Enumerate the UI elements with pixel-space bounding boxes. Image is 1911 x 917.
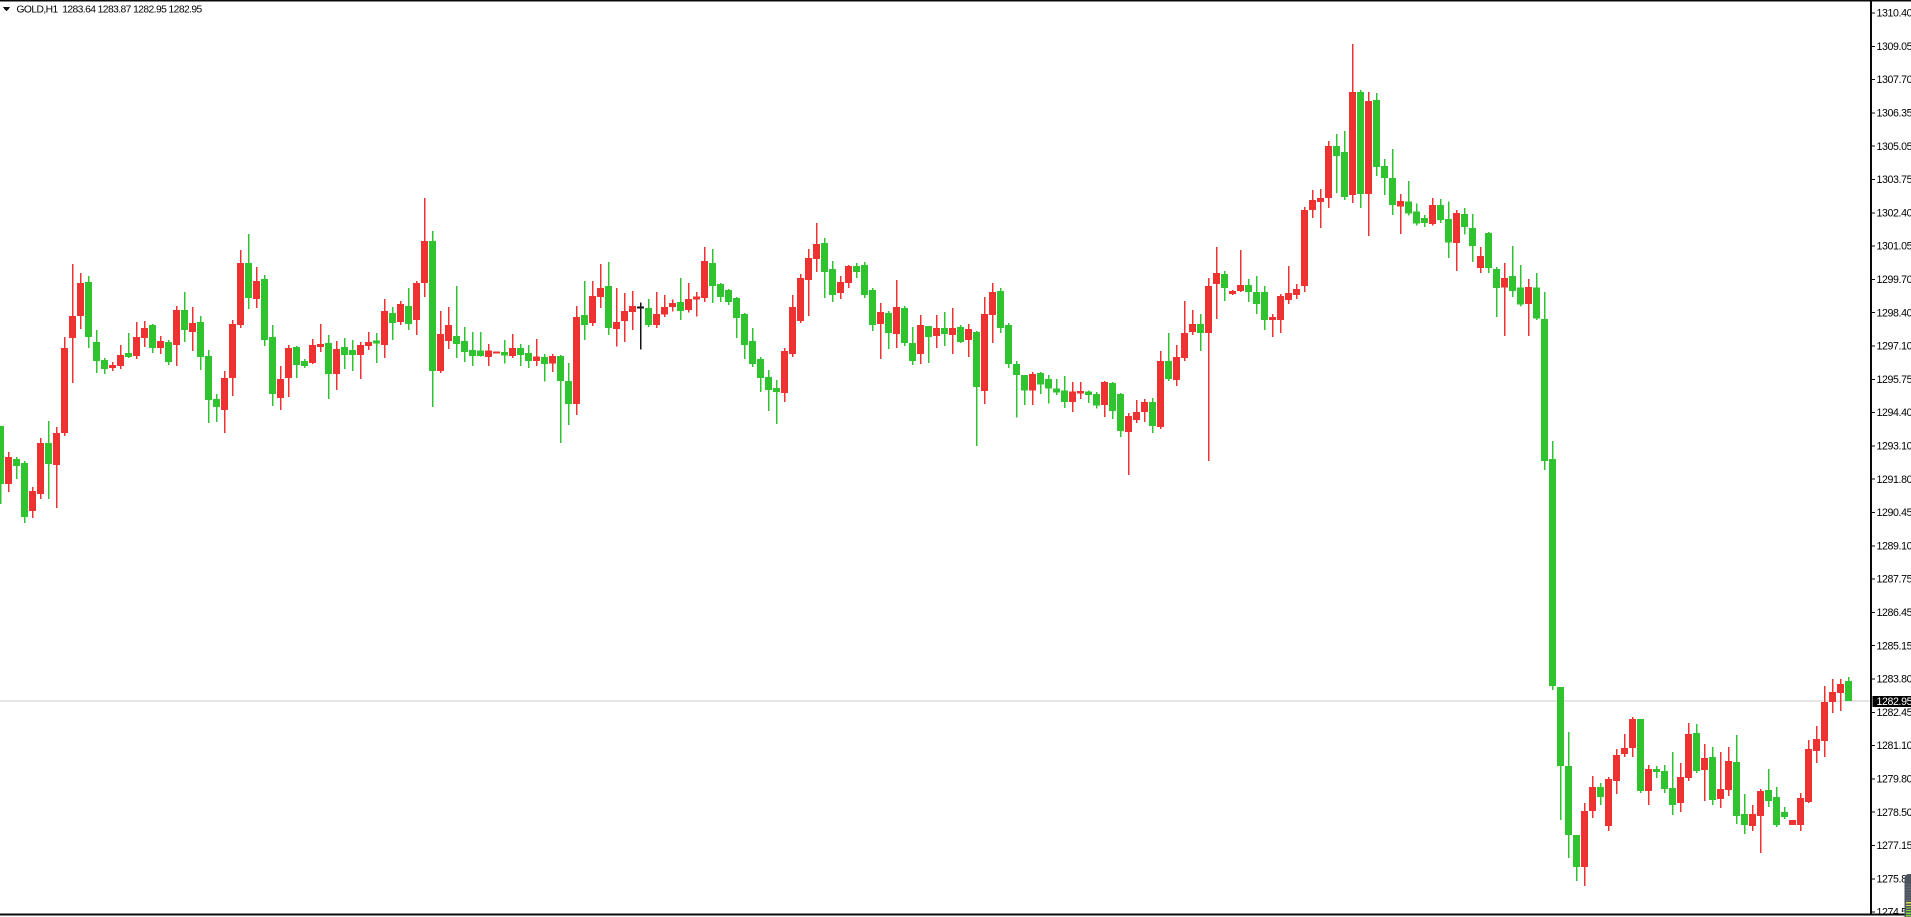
- svg-text:1281.10: 1281.10: [1877, 740, 1911, 752]
- svg-text:1297.10: 1297.10: [1877, 341, 1911, 353]
- svg-text:1282.45: 1282.45: [1877, 707, 1911, 719]
- svg-text:1278.50: 1278.50: [1877, 807, 1911, 819]
- svg-text:1305.05: 1305.05: [1877, 141, 1911, 153]
- svg-text:1286.45: 1286.45: [1877, 607, 1911, 619]
- svg-text:1298.40: 1298.40: [1877, 307, 1911, 319]
- svg-text:1279.80: 1279.80: [1877, 774, 1911, 786]
- svg-text:1289.10: 1289.10: [1877, 540, 1911, 552]
- svg-text:1282.95: 1282.95: [1877, 696, 1911, 708]
- svg-text:1299.70: 1299.70: [1877, 274, 1911, 286]
- svg-text:1275.80: 1275.80: [1877, 873, 1911, 885]
- svg-text:1295.75: 1295.75: [1877, 374, 1911, 386]
- svg-text:1302.40: 1302.40: [1877, 207, 1911, 219]
- svg-text:1285.15: 1285.15: [1877, 640, 1911, 652]
- svg-text:1287.75: 1287.75: [1877, 574, 1911, 586]
- svg-text:1291.80: 1291.80: [1877, 474, 1911, 486]
- svg-text:GOLD,H1 1283.64 1283.87 1282.: GOLD,H1 1283.64 1283.87 1282.95 1282.95: [17, 5, 203, 16]
- svg-text:1283.80: 1283.80: [1877, 674, 1911, 686]
- svg-text:1306.35: 1306.35: [1877, 108, 1911, 120]
- svg-text:1309.05: 1309.05: [1877, 41, 1911, 53]
- svg-text:1290.45: 1290.45: [1877, 507, 1911, 519]
- svg-text:1274.50: 1274.50: [1877, 907, 1911, 917]
- svg-text:1277.15: 1277.15: [1877, 840, 1911, 852]
- svg-text:1303.75: 1303.75: [1877, 174, 1911, 186]
- svg-text:1310.40: 1310.40: [1877, 8, 1911, 20]
- svg-text:1294.40: 1294.40: [1877, 407, 1911, 419]
- svg-text:1301.05: 1301.05: [1877, 241, 1911, 253]
- svg-text:1307.70: 1307.70: [1877, 74, 1911, 86]
- svg-text:1293.10: 1293.10: [1877, 441, 1911, 453]
